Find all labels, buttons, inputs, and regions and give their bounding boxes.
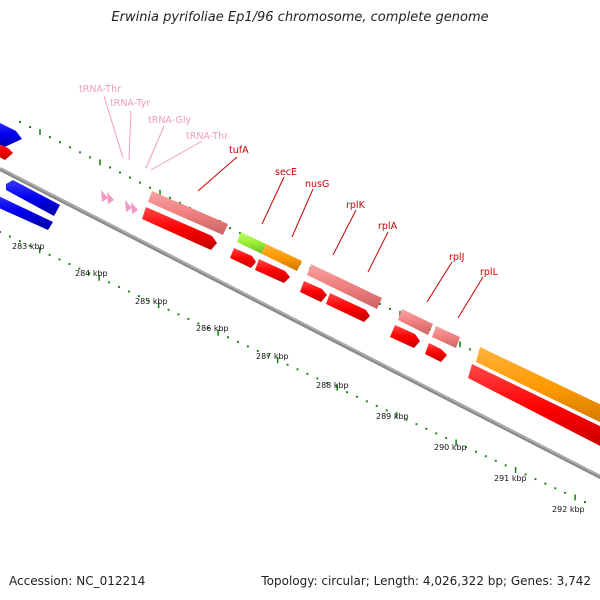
scale-label-283: 283 kbp [12,242,45,251]
scale-label-286: 286 kbp [196,324,229,333]
gene-label-secE: secE [275,167,297,178]
feature-rplL-pink [432,326,460,348]
scale-label-285: 285 kbp [135,297,168,306]
feature-orange-large [476,347,600,423]
gene-label-tufA: tufA [229,145,249,156]
trna-label-thr-1: tRNA-Thr [79,84,121,95]
feature-red-secE [230,248,256,268]
feature-red-large [468,364,600,446]
feature-rplK-pink [307,264,382,309]
feature-secE [237,232,266,254]
accession-text: Accession: NC_012214 [9,574,146,588]
feature-rplJ-pink [398,309,433,335]
gene-label-nusG: nusG [305,179,329,190]
backbone [0,167,600,480]
gene-label-rplK: rplK [346,200,366,211]
gene-leader-lines [197,156,484,319]
feature-red-rplK [300,281,327,302]
feature-blue-1 [0,123,22,150]
scale-label-291: 291 kbp [494,474,527,483]
feature-red-rplJ [390,325,420,348]
feature-red-rplA [326,293,370,322]
trna-label-gly: tRNA-Gly [148,115,191,126]
inner-tick-track [0,231,586,503]
gene-label-rplL: rplL [480,267,499,278]
feature-red-rplL [425,343,447,362]
scale-label-289: 289 kbp [376,412,409,421]
feature-nusG-orange [262,244,302,271]
genome-summary-text: Topology: circular; Length: 4,026,322 bp… [261,574,591,588]
gene-label-rplA: rplA [378,221,398,232]
trna-label-thr-2: tRNA-Thr [186,131,228,142]
feature-tufA-pink [148,191,228,235]
feature-red-0 [0,144,13,160]
trna-label-tyr: tRNA-Tyr [110,98,150,109]
gene-label-rplJ: rplJ [449,252,464,263]
feature-red-nusG [255,259,290,283]
scale-label-287: 287 kbp [256,352,289,361]
trna-arrows [101,190,138,214]
scale-label-290: 290 kbp [434,443,467,452]
feature-blue-2 [6,180,60,216]
scale-label-292: 292 kbp [552,505,585,514]
scale-label-284: 284 kbp [75,269,108,278]
feature-tufA-red [142,207,217,250]
feature-blue-3 [0,196,53,230]
scale-label-288: 288 kbp [316,381,349,390]
trna-leader-lines [103,95,203,171]
map-title: Erwinia pyrifoliae Ep1/96 chromosome, co… [111,10,489,25]
